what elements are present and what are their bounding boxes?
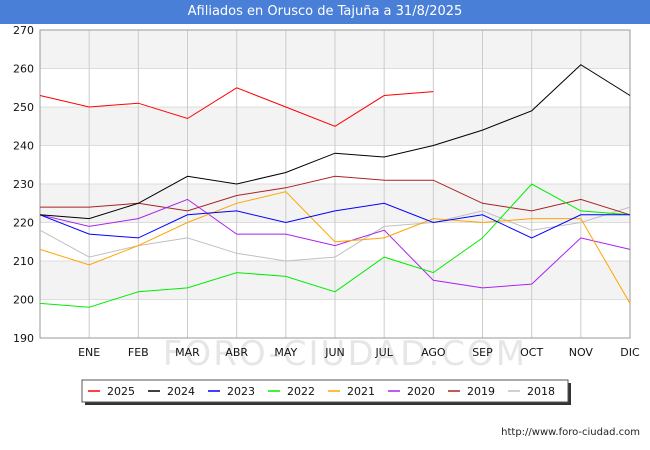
x-tick-label: JUN — [324, 346, 345, 359]
y-tick-label: 240 — [13, 140, 34, 153]
legend-label-2023: 2023 — [227, 385, 255, 398]
x-tick-label: FEB — [128, 346, 149, 359]
chart-title: Afiliados en Orusco de Tajuña a 31/8/202… — [0, 0, 650, 24]
y-tick-label: 230 — [13, 178, 34, 191]
y-axis-ticks: 190 200 210 220 230 240 250 260 270 — [13, 24, 34, 345]
x-tick-label: OCT — [520, 346, 543, 359]
series-lines — [39, 64, 631, 308]
series-line-2024 — [39, 64, 631, 220]
legend-label-2021: 2021 — [347, 385, 375, 398]
x-tick-label: MAR — [175, 346, 200, 359]
legend: 2025 2024 2023 2022 2021 2020 2019 2018 — [81, 379, 571, 405]
series-line-2021 — [39, 191, 631, 304]
x-tick-label: SEP — [472, 346, 493, 359]
series-line-2025 — [39, 87, 434, 127]
y-tick-label: 210 — [13, 255, 34, 268]
x-tick-label: JUL — [374, 346, 393, 359]
x-tick-label: NOV — [569, 346, 594, 359]
x-tick-label: AGO — [421, 346, 446, 359]
y-tick-label: 250 — [13, 101, 34, 114]
y-tick-label: 260 — [13, 63, 34, 76]
legend-label-2019: 2019 — [467, 385, 495, 398]
x-tick-label: DIC — [620, 346, 640, 359]
y-tick-label: 190 — [13, 332, 34, 345]
x-tick-label: ENE — [78, 346, 100, 359]
legend-box — [81, 379, 569, 403]
legend-label-2024: 2024 — [167, 385, 195, 398]
plot-border — [39, 29, 631, 339]
y-tick-label: 270 — [13, 24, 34, 37]
series-line-2020 — [39, 198, 631, 289]
legend-label-2025: 2025 — [107, 385, 135, 398]
series-line-2022 — [39, 183, 631, 308]
legend-label-2018: 2018 — [527, 385, 555, 398]
y-tick-label: 220 — [13, 217, 34, 230]
y-tick-label: 200 — [13, 294, 34, 307]
series-line-2023 — [39, 202, 630, 239]
legend-label-2020: 2020 — [407, 385, 435, 398]
x-tick-label: ABR — [225, 346, 248, 359]
grid-lines — [39, 29, 631, 339]
x-axis-ticks: ENE FEB MAR ABR MAY JUN JUL AGO SEP OCT NOV DIC — [78, 346, 640, 359]
source-url: http://www.foro-ciudad.com — [501, 427, 640, 438]
legend-label-2022: 2022 — [287, 385, 315, 398]
x-tick-label: MAY — [274, 346, 297, 359]
watermark-text: FORO-CIUDAD.COM — [163, 334, 527, 374]
